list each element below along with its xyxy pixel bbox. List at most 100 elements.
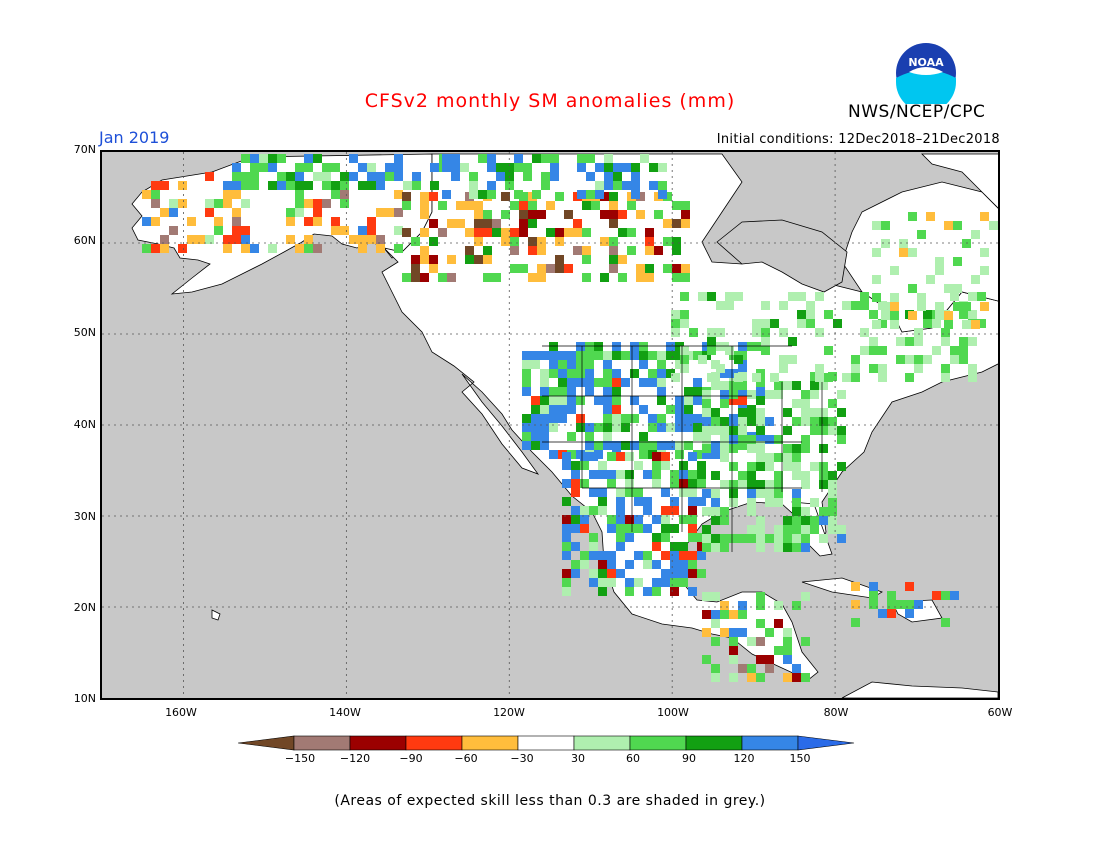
anomaly-cell: [881, 311, 890, 320]
anomaly-cell: [223, 199, 232, 208]
anomaly-cell: [765, 534, 774, 543]
anomaly-cell: [576, 423, 585, 432]
anomaly-cell: [980, 212, 989, 221]
anomaly-cell: [815, 328, 824, 337]
anomaly-cell: [950, 355, 959, 364]
anomaly-cell: [738, 610, 747, 619]
anomaly-cell: [675, 414, 684, 423]
anomaly-cell: [869, 582, 878, 591]
anomaly-cell: [571, 542, 580, 551]
anomaly-cell: [447, 219, 456, 228]
anomaly-cell: [367, 172, 376, 181]
anomaly-cell: [577, 190, 586, 199]
anomaly-cell: [734, 373, 743, 382]
anomaly-cell: [549, 423, 558, 432]
anomaly-cell: [953, 284, 962, 293]
anomaly-cell: [765, 489, 774, 498]
anomaly-cell: [779, 328, 788, 337]
colorbar-segment: [573, 735, 631, 751]
anomaly-cell: [582, 246, 591, 255]
anomaly-cell: [612, 423, 621, 432]
anomaly-cell: [765, 628, 774, 637]
anomaly-cell: [616, 452, 625, 461]
anomaly-cell: [576, 369, 585, 378]
anomaly-cell: [756, 601, 765, 610]
lon-label-120w: 120W: [493, 706, 525, 719]
anomaly-cell: [828, 471, 837, 480]
anomaly-cell: [680, 310, 689, 319]
anomaly-cell: [661, 461, 670, 470]
anomaly-cell: [792, 673, 801, 682]
anomaly-cell: [657, 396, 666, 405]
anomaly-cell: [625, 488, 634, 497]
initial-conditions: Initial conditions: 12Dec2018–21Dec2018: [716, 132, 1000, 147]
anomaly-cell: [603, 414, 612, 423]
anomaly-cell: [349, 154, 358, 163]
anomaly-cell: [358, 235, 367, 244]
anomaly-cell: [720, 480, 729, 489]
anomaly-cell: [725, 301, 734, 310]
anomaly-cell: [765, 655, 774, 664]
anomaly-cell: [528, 273, 537, 282]
anomaly-cell: [585, 423, 594, 432]
anomaly-cell: [549, 387, 558, 396]
anomaly-cell: [429, 237, 438, 246]
anomaly-cell: [679, 470, 688, 479]
anomaly-cell: [810, 417, 819, 426]
anomaly-cell: [420, 273, 429, 282]
anomaly-cell: [729, 426, 738, 435]
anomaly-cell: [896, 355, 905, 364]
anomaly-cell: [810, 462, 819, 471]
anomaly-cell: [519, 210, 528, 219]
anomaly-cell: [887, 591, 896, 600]
anomaly-cell: [394, 208, 403, 217]
anomaly-cell: [878, 364, 887, 373]
anomaly-cell: [549, 369, 558, 378]
anomaly-cell: [810, 408, 819, 417]
anomaly-cell: [792, 516, 801, 525]
anomaly-cell: [729, 396, 738, 405]
anomaly-cell: [304, 217, 313, 226]
anomaly-cell: [618, 273, 627, 282]
anomaly-cell: [697, 533, 706, 542]
anomaly-cell: [738, 426, 747, 435]
anomaly-cell: [819, 480, 828, 489]
anomaly-cell: [178, 181, 187, 190]
anomaly-cell: [688, 497, 697, 506]
anomaly-cell: [402, 192, 411, 201]
anomaly-cell: [540, 432, 549, 441]
anomaly-cell: [688, 470, 697, 479]
anomaly-cell: [286, 217, 295, 226]
anomaly-cell: [962, 239, 971, 248]
anomaly-cell: [747, 471, 756, 480]
anomaly-cell: [711, 441, 720, 450]
anomaly-cell: [815, 373, 824, 382]
anomaly-cell: [367, 235, 376, 244]
anomaly-cell: [567, 432, 576, 441]
anomaly-cell: [935, 311, 944, 320]
anomaly-cell: [968, 364, 977, 373]
anomaly-cell: [774, 543, 783, 552]
anomaly-cell: [522, 414, 531, 423]
anomaly-cell: [573, 228, 582, 237]
anomaly-cell: [661, 551, 670, 560]
anomaly-cell: [720, 417, 729, 426]
anomaly-cell: [679, 578, 688, 587]
anomaly-cell: [205, 199, 214, 208]
anomaly-cell: [747, 462, 756, 471]
anomaly-cell: [756, 534, 765, 543]
anomaly-cell: [567, 369, 576, 378]
anomaly-cell: [580, 515, 589, 524]
anomaly-cell: [819, 408, 828, 417]
anomaly-cell: [788, 355, 797, 364]
anomaly-cell: [643, 551, 652, 560]
anomaly-cell: [720, 543, 729, 552]
anomaly-cell: [609, 219, 618, 228]
anomaly-cell: [621, 423, 630, 432]
anomaly-cell: [555, 192, 564, 201]
anomaly-cell: [765, 498, 774, 507]
anomaly-cell: [514, 163, 523, 172]
anomaly-cell: [616, 497, 625, 506]
anomaly-cell: [585, 432, 594, 441]
anomaly-cell: [564, 264, 573, 273]
